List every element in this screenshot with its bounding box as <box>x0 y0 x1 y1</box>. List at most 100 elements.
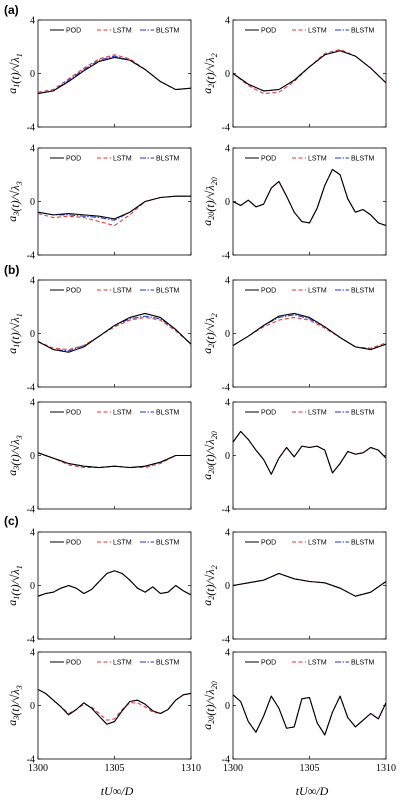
legend-label-lstm: LSTM <box>308 410 327 417</box>
series-line-blstm <box>232 50 387 92</box>
y-tick-label: -4 <box>222 251 230 262</box>
series-line-blstm <box>232 168 387 227</box>
y-tick-label: 4 <box>30 144 35 155</box>
x-tick-label: 1310 <box>376 763 396 774</box>
series-line-pod <box>37 312 192 353</box>
panel-label-a: (a) <box>4 3 19 17</box>
legend-label-pod: POD <box>261 660 276 667</box>
axes-frame <box>232 279 387 388</box>
legend-label-pod: POD <box>261 156 276 163</box>
y-tick-label: 4 <box>30 528 35 539</box>
x-axis-label-right: tU∞/D <box>296 784 329 798</box>
axes-frame <box>232 19 387 128</box>
series-line-pod <box>37 452 191 469</box>
series-line-pod <box>37 688 192 725</box>
series-line-pod <box>37 570 192 597</box>
series-line-lstm <box>37 689 192 721</box>
legend-label-pod: POD <box>261 410 276 417</box>
legend-label-lstm: LSTM <box>113 540 132 547</box>
x-axis-label-left: tU∞/D <box>101 784 134 798</box>
series-line-lstm <box>232 48 387 95</box>
series-line-lstm <box>232 168 387 227</box>
y-tick-label: 4 <box>225 398 230 409</box>
y-tick-label: 0 <box>225 69 230 80</box>
legend-label-blstm: BLSTM <box>156 28 180 35</box>
legend-label-pod: POD <box>66 410 81 417</box>
series-line-pod <box>232 572 387 597</box>
legend-label-blstm: BLSTM <box>351 28 375 35</box>
axes-frame <box>37 19 192 128</box>
legend-label-blstm: BLSTM <box>156 288 180 295</box>
x-tick-label: 1310 <box>181 763 201 774</box>
y-axis-label: a1(t)/√λ1 <box>5 565 24 605</box>
series-line-lstm <box>232 316 387 349</box>
y-axis-label: a3(t)/√λ3 <box>5 181 24 221</box>
y-tick-label: 4 <box>30 276 35 287</box>
axes-frame <box>37 401 192 510</box>
axes-frame <box>37 147 192 256</box>
legend-label-pod: POD <box>261 288 276 295</box>
x-tick-label: 1300 <box>223 763 243 774</box>
axes-frame <box>37 531 192 640</box>
series-line-pod <box>232 168 387 227</box>
y-tick-label: 4 <box>30 648 35 659</box>
subplot-grid: -4 0 4 a1(t)/√λ1 POD LSTM BLSTM -4 0 4 a2(t)/√λ2 PO… <box>5 16 396 775</box>
legend-label-lstm: LSTM <box>308 28 327 35</box>
legend-label-lstm: LSTM <box>308 288 327 295</box>
legend-label-lstm: LSTM <box>308 156 327 163</box>
y-tick-label: -4 <box>222 635 230 646</box>
legend-label-pod: POD <box>66 540 81 547</box>
subplot-c-3: -4 0 4 1300 1305 1310 a3(t)/√λ3 POD LSTM BLSTM <box>5 648 201 775</box>
y-axis-label: a2(t)/√λ2 <box>200 53 219 93</box>
y-tick-label: 0 <box>225 581 230 592</box>
series-line-pod <box>232 50 387 92</box>
series-line-pod <box>37 56 192 95</box>
y-tick-label: -4 <box>27 251 35 262</box>
y-tick-label: -4 <box>222 383 230 394</box>
subplot-a-4: -4 0 4 a20(t)/√λ20 POD LSTM BLSTM <box>200 144 387 262</box>
y-tick-label: 0 <box>225 451 230 462</box>
y-tick-label: -4 <box>222 755 230 766</box>
y-tick-label: 0 <box>30 69 35 80</box>
subplot-c-1: -4 0 4 a1(t)/√λ1 POD LSTM BLSTM <box>5 528 192 646</box>
y-tick-label: -4 <box>27 123 35 134</box>
legend-label-blstm: BLSTM <box>156 410 180 417</box>
legend-label-lstm: LSTM <box>113 288 132 295</box>
y-tick-label: 0 <box>225 197 230 208</box>
y-tick-label: 0 <box>30 197 35 208</box>
y-tick-label: 4 <box>225 16 230 27</box>
legend-label-blstm: BLSTM <box>351 540 375 547</box>
subplot-b-1: -4 0 4 a1(t)/√λ1 POD LSTM BLSTM <box>5 276 192 394</box>
legend-label-pod: POD <box>66 660 81 667</box>
y-tick-label: 4 <box>30 16 35 27</box>
series-line-lstm <box>37 316 192 351</box>
subplot-c-4: -4 0 4 1300 1305 1310 a20(t)/√λ20 POD LSTM BLSTM <box>200 648 396 775</box>
y-tick-label: 4 <box>225 648 230 659</box>
y-tick-label: -4 <box>27 635 35 646</box>
x-tick-label: 1305 <box>105 763 125 774</box>
y-tick-label: 0 <box>30 581 35 592</box>
subplot-a-1: -4 0 4 a1(t)/√λ1 POD LSTM BLSTM <box>5 16 192 134</box>
legend-label-pod: POD <box>66 288 81 295</box>
y-axis-label: a20(t)/√λ20 <box>200 681 219 729</box>
legend-label-lstm: LSTM <box>308 660 327 667</box>
y-axis-label: a2(t)/√λ2 <box>200 313 219 353</box>
y-axis-label: a20(t)/√λ20 <box>200 431 219 479</box>
x-tick-label: 1305 <box>300 763 320 774</box>
y-axis-label: a3(t)/√λ3 <box>5 435 24 475</box>
series-line-blstm <box>37 315 192 352</box>
y-tick-label: 4 <box>30 398 35 409</box>
subplot-b-3: -4 0 4 a3(t)/√λ3 POD LSTM BLSTM <box>5 398 192 516</box>
y-tick-label: 4 <box>225 276 230 287</box>
subplot-b-4: -4 0 4 a20(t)/√λ20 POD LSTM BLSTM <box>200 398 387 516</box>
y-tick-label: 0 <box>30 701 35 712</box>
legend-label-blstm: BLSTM <box>351 288 375 295</box>
series-line-blstm <box>232 694 387 736</box>
y-tick-label: -4 <box>27 383 35 394</box>
y-tick-label: 0 <box>225 329 230 340</box>
axes-frame <box>232 147 387 256</box>
subplot-a-2: -4 0 4 a2(t)/√λ2 POD LSTM BLSTM <box>200 16 387 134</box>
x-tick-label: 1300 <box>28 763 48 774</box>
legend-label-lstm: LSTM <box>113 28 132 35</box>
